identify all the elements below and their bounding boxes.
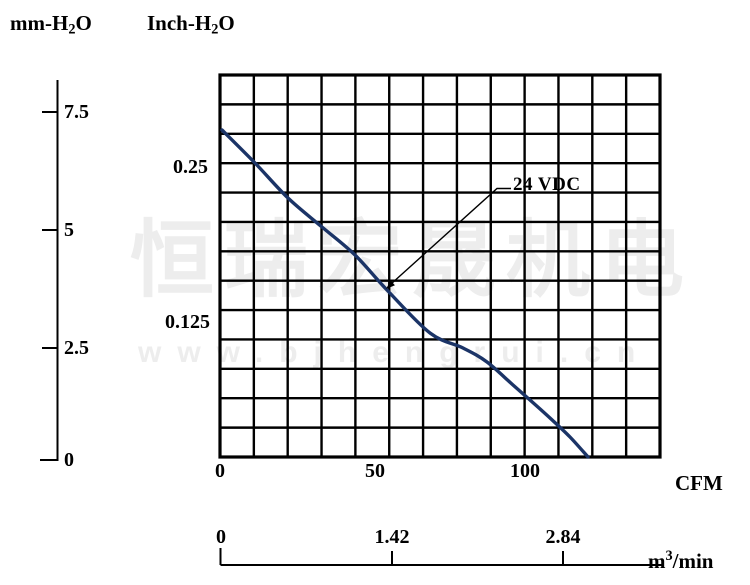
left-axis-line <box>40 80 59 461</box>
xtick-m3min-2-84: 2.84 <box>545 526 581 548</box>
ytick-mm-0: 0 <box>64 449 74 471</box>
left-secondary-axis-title: Inch-H2O <box>147 13 235 37</box>
xtick-cfm-50: 50 <box>365 460 385 482</box>
m3min-axis-ticks <box>219 548 564 565</box>
m3min-unit-sup: 3 <box>665 548 673 564</box>
ytick-inch-0-25: 0.25 <box>173 156 208 178</box>
title-mm-post: O <box>75 11 92 35</box>
left-axis-ticks <box>42 111 58 349</box>
m3min-unit-pre: m <box>648 548 666 573</box>
ytick-mm-5: 5 <box>64 219 74 241</box>
performance-curve-24vdc <box>220 128 590 459</box>
ytick-inch-0-125: 0.125 <box>165 311 210 333</box>
xaxis-unit-m3min: m3/min <box>648 549 713 572</box>
voltage-annotation-label: 24 VDC <box>513 174 581 195</box>
title-inch-post: O <box>218 11 235 35</box>
annotation-leader-line <box>390 187 511 285</box>
xtick-m3min-1-42: 1.42 <box>374 526 410 548</box>
xaxis-unit-cfm: CFM <box>675 471 723 495</box>
title-inch-pre: Inch-H <box>147 11 212 35</box>
m3min-unit-post: /min <box>672 548 714 573</box>
left-primary-axis-title: mm-H2O <box>10 13 92 37</box>
title-inch-sub: 2 <box>211 21 219 38</box>
ytick-mm-7-5: 7.5 <box>64 101 89 123</box>
xtick-cfm-100: 100 <box>510 460 540 482</box>
xtick-cfm-0: 0 <box>215 460 225 482</box>
annotation-arrowhead-icon <box>386 280 395 289</box>
grid-lines <box>220 75 660 457</box>
title-mm-sub: 2 <box>68 21 76 38</box>
ytick-mm-2-5: 2.5 <box>64 337 89 359</box>
title-mm-pre: mm-H <box>10 11 69 35</box>
xtick-m3min-0: 0 <box>216 526 226 548</box>
grid-border <box>218 73 662 459</box>
